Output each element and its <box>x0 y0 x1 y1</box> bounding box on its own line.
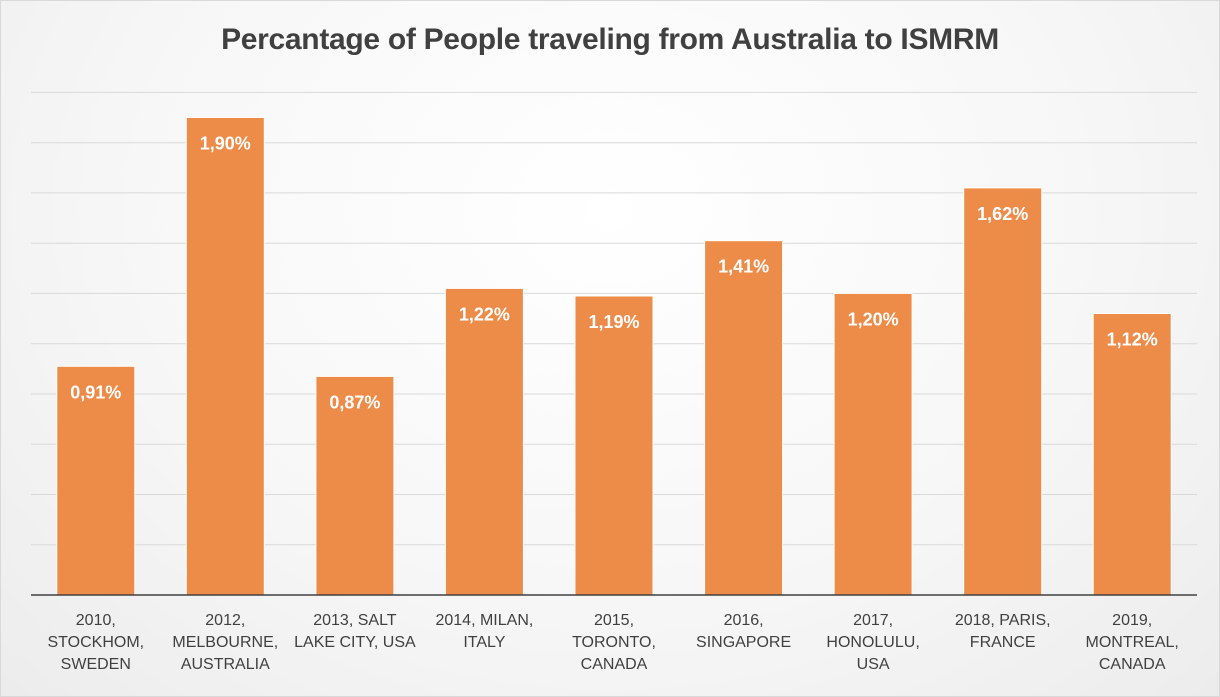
bar-7 <box>833 292 913 596</box>
data-label-8: 1,62% <box>977 204 1028 224</box>
x-tick-label-9: 2019, MONTREAL, CANADA <box>1086 612 1179 673</box>
x-tick-label-2: 2012, MELBOURNE, AUSTRALIA <box>172 612 278 673</box>
data-label-3: 0,87% <box>329 392 380 412</box>
x-tick-label-5: 2015, TORONTO, CANADA <box>572 612 656 673</box>
data-label-4: 1,22% <box>459 304 510 324</box>
x-tick-label-7: 2017, HONOLULU, USA <box>826 612 919 673</box>
data-label-2: 1,90% <box>200 134 251 154</box>
bar-3 <box>315 375 395 596</box>
bar-6 <box>704 240 784 596</box>
bar-5 <box>574 295 654 596</box>
bars <box>56 117 1172 596</box>
bar-4 <box>444 287 524 596</box>
data-label-1: 0,91% <box>70 382 121 402</box>
bar-1 <box>56 365 136 596</box>
x-tick-label-6: 2016, SINGAPORE <box>696 612 791 651</box>
x-tick-label-3: 2013, SALT LAKE CITY, USA <box>294 612 416 651</box>
data-label-9: 1,12% <box>1107 330 1158 350</box>
data-label-7: 1,20% <box>848 309 899 329</box>
chart-title: Percantage of People traveling from Aust… <box>221 23 999 56</box>
x-tick-label-4: 2014, MILAN, ITALY <box>435 612 533 651</box>
data-label-6: 1,41% <box>718 257 769 277</box>
bar-8 <box>963 187 1043 596</box>
x-tick-labels: 2010, STOCKHOM, SWEDEN 2012, MELBOURNE, AUSTR… <box>47 612 1178 673</box>
bar-2 <box>185 117 265 596</box>
bar-9 <box>1092 313 1172 596</box>
x-tick-label-8: 2018, PARIS, FRANCE <box>955 612 1051 651</box>
x-tick-label-1: 2010, STOCKHOM, SWEDEN <box>47 612 144 673</box>
data-labels: 0,91% 1,90% 0,87% 1,22% 1,19% 1,41% 1,20% 1,62%… <box>70 134 1157 413</box>
data-label-5: 1,19% <box>588 312 639 332</box>
